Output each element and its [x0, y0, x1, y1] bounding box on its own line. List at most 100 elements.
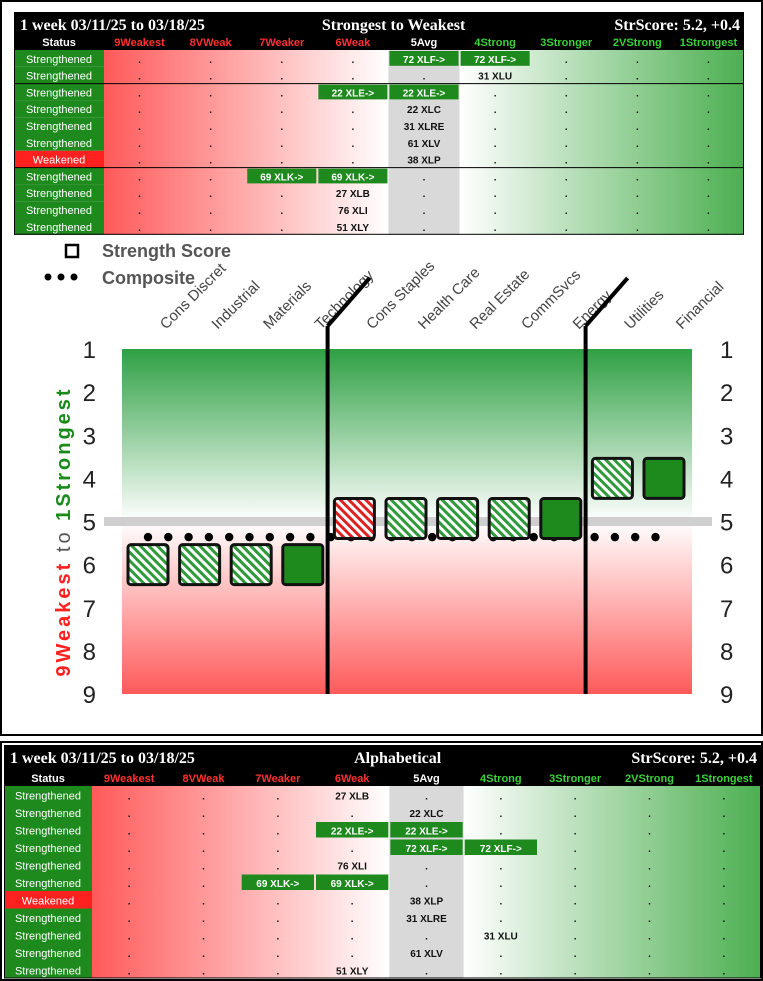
y-tick-left-8: 8 [83, 639, 96, 666]
y-tick-left-2: 2 [83, 380, 96, 407]
status-cell [14, 117, 104, 134]
composite-dot [326, 532, 335, 542]
table-title-left: 1 week 03/11/25 to 03/18/25 [10, 750, 195, 767]
table-cell: . [128, 809, 131, 820]
table-cell: 72 XLF-> [480, 844, 522, 855]
table-cell: . [636, 55, 639, 66]
highlight-cell [316, 874, 389, 890]
table-cell: . [280, 72, 283, 83]
status-cell [4, 873, 92, 891]
table-cell: . [722, 827, 725, 838]
table-cell: . [636, 156, 639, 167]
y-tick-right-4: 4 [720, 466, 733, 493]
table-cell: . [648, 844, 651, 855]
table-cell: . [138, 72, 141, 83]
table-cell: . [707, 206, 710, 217]
strong-region [463, 786, 761, 979]
table-cell: . [351, 809, 354, 820]
status-label: Strengthened [15, 931, 81, 943]
table-cell: . [138, 223, 141, 234]
y-tick-right-9: 9 [720, 682, 733, 709]
status-cell [14, 134, 104, 151]
table-cell: 72 XLF-> [406, 844, 448, 855]
table-cell: . [425, 862, 428, 873]
header-col-3Stronger: 3Stronger [549, 773, 602, 785]
table-cell: . [425, 792, 428, 803]
status-label: Strengthened [15, 791, 81, 803]
status-cell [4, 838, 92, 856]
table-cell: . [280, 105, 283, 116]
group-divider-tick [326, 276, 372, 328]
table-cell: . [351, 122, 354, 133]
table-cell: . [351, 949, 354, 960]
table-cell: . [636, 223, 639, 234]
table-cell: . [648, 949, 651, 960]
composite-dot [610, 532, 620, 542]
table-cell: . [565, 156, 568, 167]
highlight-cell [247, 168, 317, 184]
table-cell: . [280, 206, 283, 217]
table-cell: 22 XLE-> [331, 827, 374, 838]
table-cell: . [574, 879, 577, 890]
table-cell: . [202, 792, 205, 803]
table-cell: . [574, 897, 577, 908]
table-cell: . [574, 967, 577, 978]
bottom-sector-table: 1 week 03/11/25 to 03/18/25 Alphabetical S… [4, 745, 761, 979]
table-cell: . [574, 827, 577, 838]
header-col-1Strongest: 1Strongest [680, 37, 738, 49]
status-label: Strengthened [15, 913, 81, 925]
highlight-cell [316, 822, 389, 838]
table-cell: . [128, 932, 131, 943]
table-cell: . [128, 827, 131, 838]
table-cell: . [351, 72, 354, 83]
table-cell: . [722, 897, 725, 908]
table-cell: . [565, 172, 568, 183]
table-cell: . [499, 949, 502, 960]
composite-dot [204, 532, 214, 542]
table-cell: . [707, 172, 710, 183]
table-cell: . [276, 862, 279, 873]
status-label: Strengthened [15, 948, 81, 960]
strength-marker [487, 497, 531, 540]
top-sector-table: 1 week 03/11/25 to 03/18/25 Strongest to … [14, 12, 744, 235]
table-cell: . [707, 72, 710, 83]
status-label: Strengthened [26, 205, 92, 217]
strength-marker [178, 543, 222, 587]
table-cell: 61 XLV [410, 949, 443, 960]
table-cell: . [425, 932, 428, 943]
status-cell [4, 821, 92, 839]
table-cell: . [276, 827, 279, 838]
composite-dot [428, 532, 437, 542]
table-cell: . [209, 55, 212, 66]
category-label: Financial [673, 278, 727, 332]
table-cell: . [128, 844, 131, 855]
table-cell: . [202, 827, 205, 838]
table-cell: . [499, 809, 502, 820]
table-cell: . [722, 792, 725, 803]
status-cell [14, 184, 104, 202]
table-cell: 22 XLE-> [403, 88, 446, 99]
table-border [14, 12, 744, 235]
status-label: Strengthened [15, 826, 81, 838]
table-cell: . [138, 122, 141, 133]
table-cell: . [574, 932, 577, 943]
composite-dot [265, 532, 274, 542]
table-cell: . [276, 967, 279, 978]
status-cell [14, 201, 104, 218]
table-cell: . [722, 967, 725, 978]
table-cell: . [565, 206, 568, 217]
table-title-center: Strongest to Weakest [322, 17, 466, 34]
table-cell: . [707, 55, 710, 66]
table-cell: . [636, 105, 639, 116]
legend-dot-icon [44, 273, 52, 281]
table-cell: 31 XLU [484, 932, 518, 943]
y-tick-right-5: 5 [720, 510, 733, 537]
composite-dot [590, 532, 599, 542]
table-cell: . [202, 879, 205, 890]
table-cell: . [423, 223, 426, 234]
highlight-cell [460, 51, 530, 66]
table-cell: . [494, 139, 497, 150]
table-border [4, 745, 761, 979]
header-status: Status [42, 37, 76, 49]
table-title-right: StrScore: 5.2, +0.4 [631, 750, 757, 767]
